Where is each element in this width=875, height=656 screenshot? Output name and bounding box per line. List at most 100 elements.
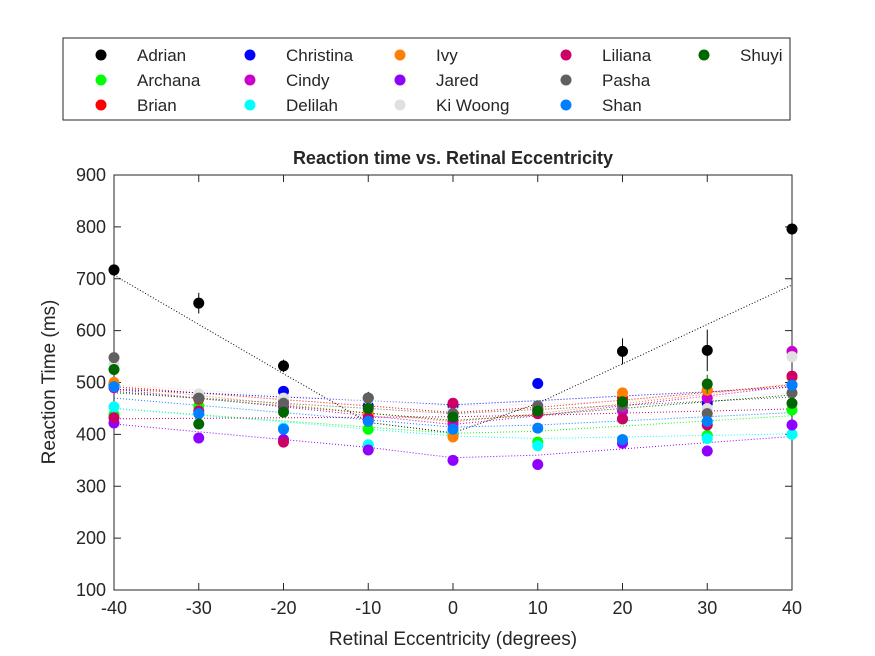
point-shuyi [701, 378, 713, 390]
point-shan [193, 408, 205, 420]
y-tick-label: 500 [76, 373, 106, 393]
x-tick-label: -20 [270, 598, 296, 618]
point-adrian [278, 360, 289, 372]
point-shan [617, 434, 628, 446]
point-pasha [786, 387, 798, 399]
point-delilah [532, 440, 544, 452]
legend-label-ivy: Ivy [436, 46, 458, 65]
point-shan [532, 422, 544, 434]
point-jared [532, 458, 544, 470]
legend-label-adrian: Adrian [137, 46, 186, 65]
legend-marker-ki-woong [394, 99, 406, 111]
y-tick-label: 100 [76, 580, 106, 600]
axis-ticks: -40 -30 -20 -10 0 10 20 30 40 100 200 300 400 500 600 7… [76, 165, 802, 618]
legend-label-delilah: Delilah [286, 96, 338, 115]
point-christina [532, 378, 544, 390]
legend-marker-delilah [244, 99, 256, 111]
point-pasha [362, 392, 374, 404]
point-shuyi [532, 405, 544, 417]
point-adrian [786, 223, 798, 235]
point-pasha [278, 397, 289, 409]
y-tick-label: 200 [76, 528, 106, 548]
x-tick-label: 20 [612, 598, 632, 618]
point-shan [278, 423, 289, 435]
legend-marker-cindy [244, 74, 256, 86]
point-delilah [108, 401, 120, 413]
legend-label-archana: Archana [137, 71, 201, 90]
point-liliana [786, 370, 798, 382]
point-shuyi [617, 396, 628, 408]
point-cindy [701, 392, 713, 404]
point-liliana [617, 413, 628, 425]
y-tick-label: 300 [76, 476, 106, 496]
legend-marker-christina [244, 49, 256, 61]
point-liliana [108, 412, 120, 424]
point-jared [786, 419, 798, 431]
point-jared [701, 445, 713, 457]
legend-label-ki-woong: Ki Woong [436, 96, 509, 115]
point-delilah [786, 428, 798, 440]
point-adrian [108, 264, 120, 276]
point-jared [193, 432, 205, 444]
point-adrian [193, 297, 205, 309]
legend-label-brian: Brian [137, 96, 177, 115]
x-tick-label: -40 [101, 598, 127, 618]
point-ivy [617, 387, 628, 399]
fit-line-adrian [113, 274, 793, 434]
legend-marker-shuyi [698, 49, 710, 61]
legend-label-christina: Christina [286, 46, 354, 65]
plot-area [113, 174, 793, 591]
point-shuyi [447, 411, 459, 423]
legend-label-jared: Jared [436, 71, 479, 90]
chart-title: Reaction time vs. Retinal Eccentricity [293, 148, 613, 168]
legend-marker-shan [560, 99, 572, 111]
x-axis-label: Retinal Eccentricity (degrees) [329, 629, 577, 650]
legend-marker-adrian [95, 49, 107, 61]
point-shuyi [786, 397, 798, 409]
x-tick-label: 0 [448, 598, 458, 618]
point-pasha [193, 392, 205, 404]
legend-label-liliana: Liliana [602, 46, 652, 65]
fit-line-jared [113, 423, 793, 459]
point-shan [786, 379, 798, 391]
point-jared [447, 454, 459, 466]
y-tick-label: 700 [76, 269, 106, 289]
y-tick-label: 600 [76, 321, 106, 341]
point-shan [362, 415, 374, 427]
x-tick-label: -30 [186, 598, 212, 618]
legend-marker-jared [394, 74, 406, 86]
legend-marker-ivy [394, 49, 406, 61]
point-pasha [701, 408, 713, 420]
data-points [108, 223, 798, 470]
y-tick-label: 900 [76, 165, 106, 185]
legend-marker-brian [95, 99, 107, 111]
point-shan [447, 423, 459, 435]
y-tick-label: 400 [76, 424, 106, 444]
point-liliana [278, 436, 289, 448]
point-ki-woong [786, 351, 798, 363]
legend-label-shan: Shan [602, 96, 642, 115]
legend-marker-liliana [560, 49, 572, 61]
y-axis-label: Reaction Time (ms) [39, 300, 60, 465]
x-tick-label: -10 [355, 598, 381, 618]
legend-label-pasha: Pasha [602, 71, 651, 90]
point-shuyi [108, 364, 120, 376]
legend-box [62, 37, 791, 121]
x-tick-label: 10 [528, 598, 548, 618]
point-ivy [447, 431, 459, 443]
point-liliana [447, 397, 459, 409]
point-pasha [108, 352, 120, 364]
x-tick-label: 40 [782, 598, 802, 618]
point-shan [701, 415, 713, 427]
point-shuyi [193, 418, 205, 430]
y-tick-label: 800 [76, 217, 106, 237]
legend-label-cindy: Cindy [286, 71, 330, 90]
point-delilah [701, 433, 713, 445]
point-adrian [617, 345, 628, 357]
point-archana [362, 423, 374, 435]
point-adrian [701, 344, 713, 356]
legend-marker-pasha [560, 74, 572, 86]
x-tick-label: 30 [697, 598, 717, 618]
point-shuyi [278, 406, 289, 418]
